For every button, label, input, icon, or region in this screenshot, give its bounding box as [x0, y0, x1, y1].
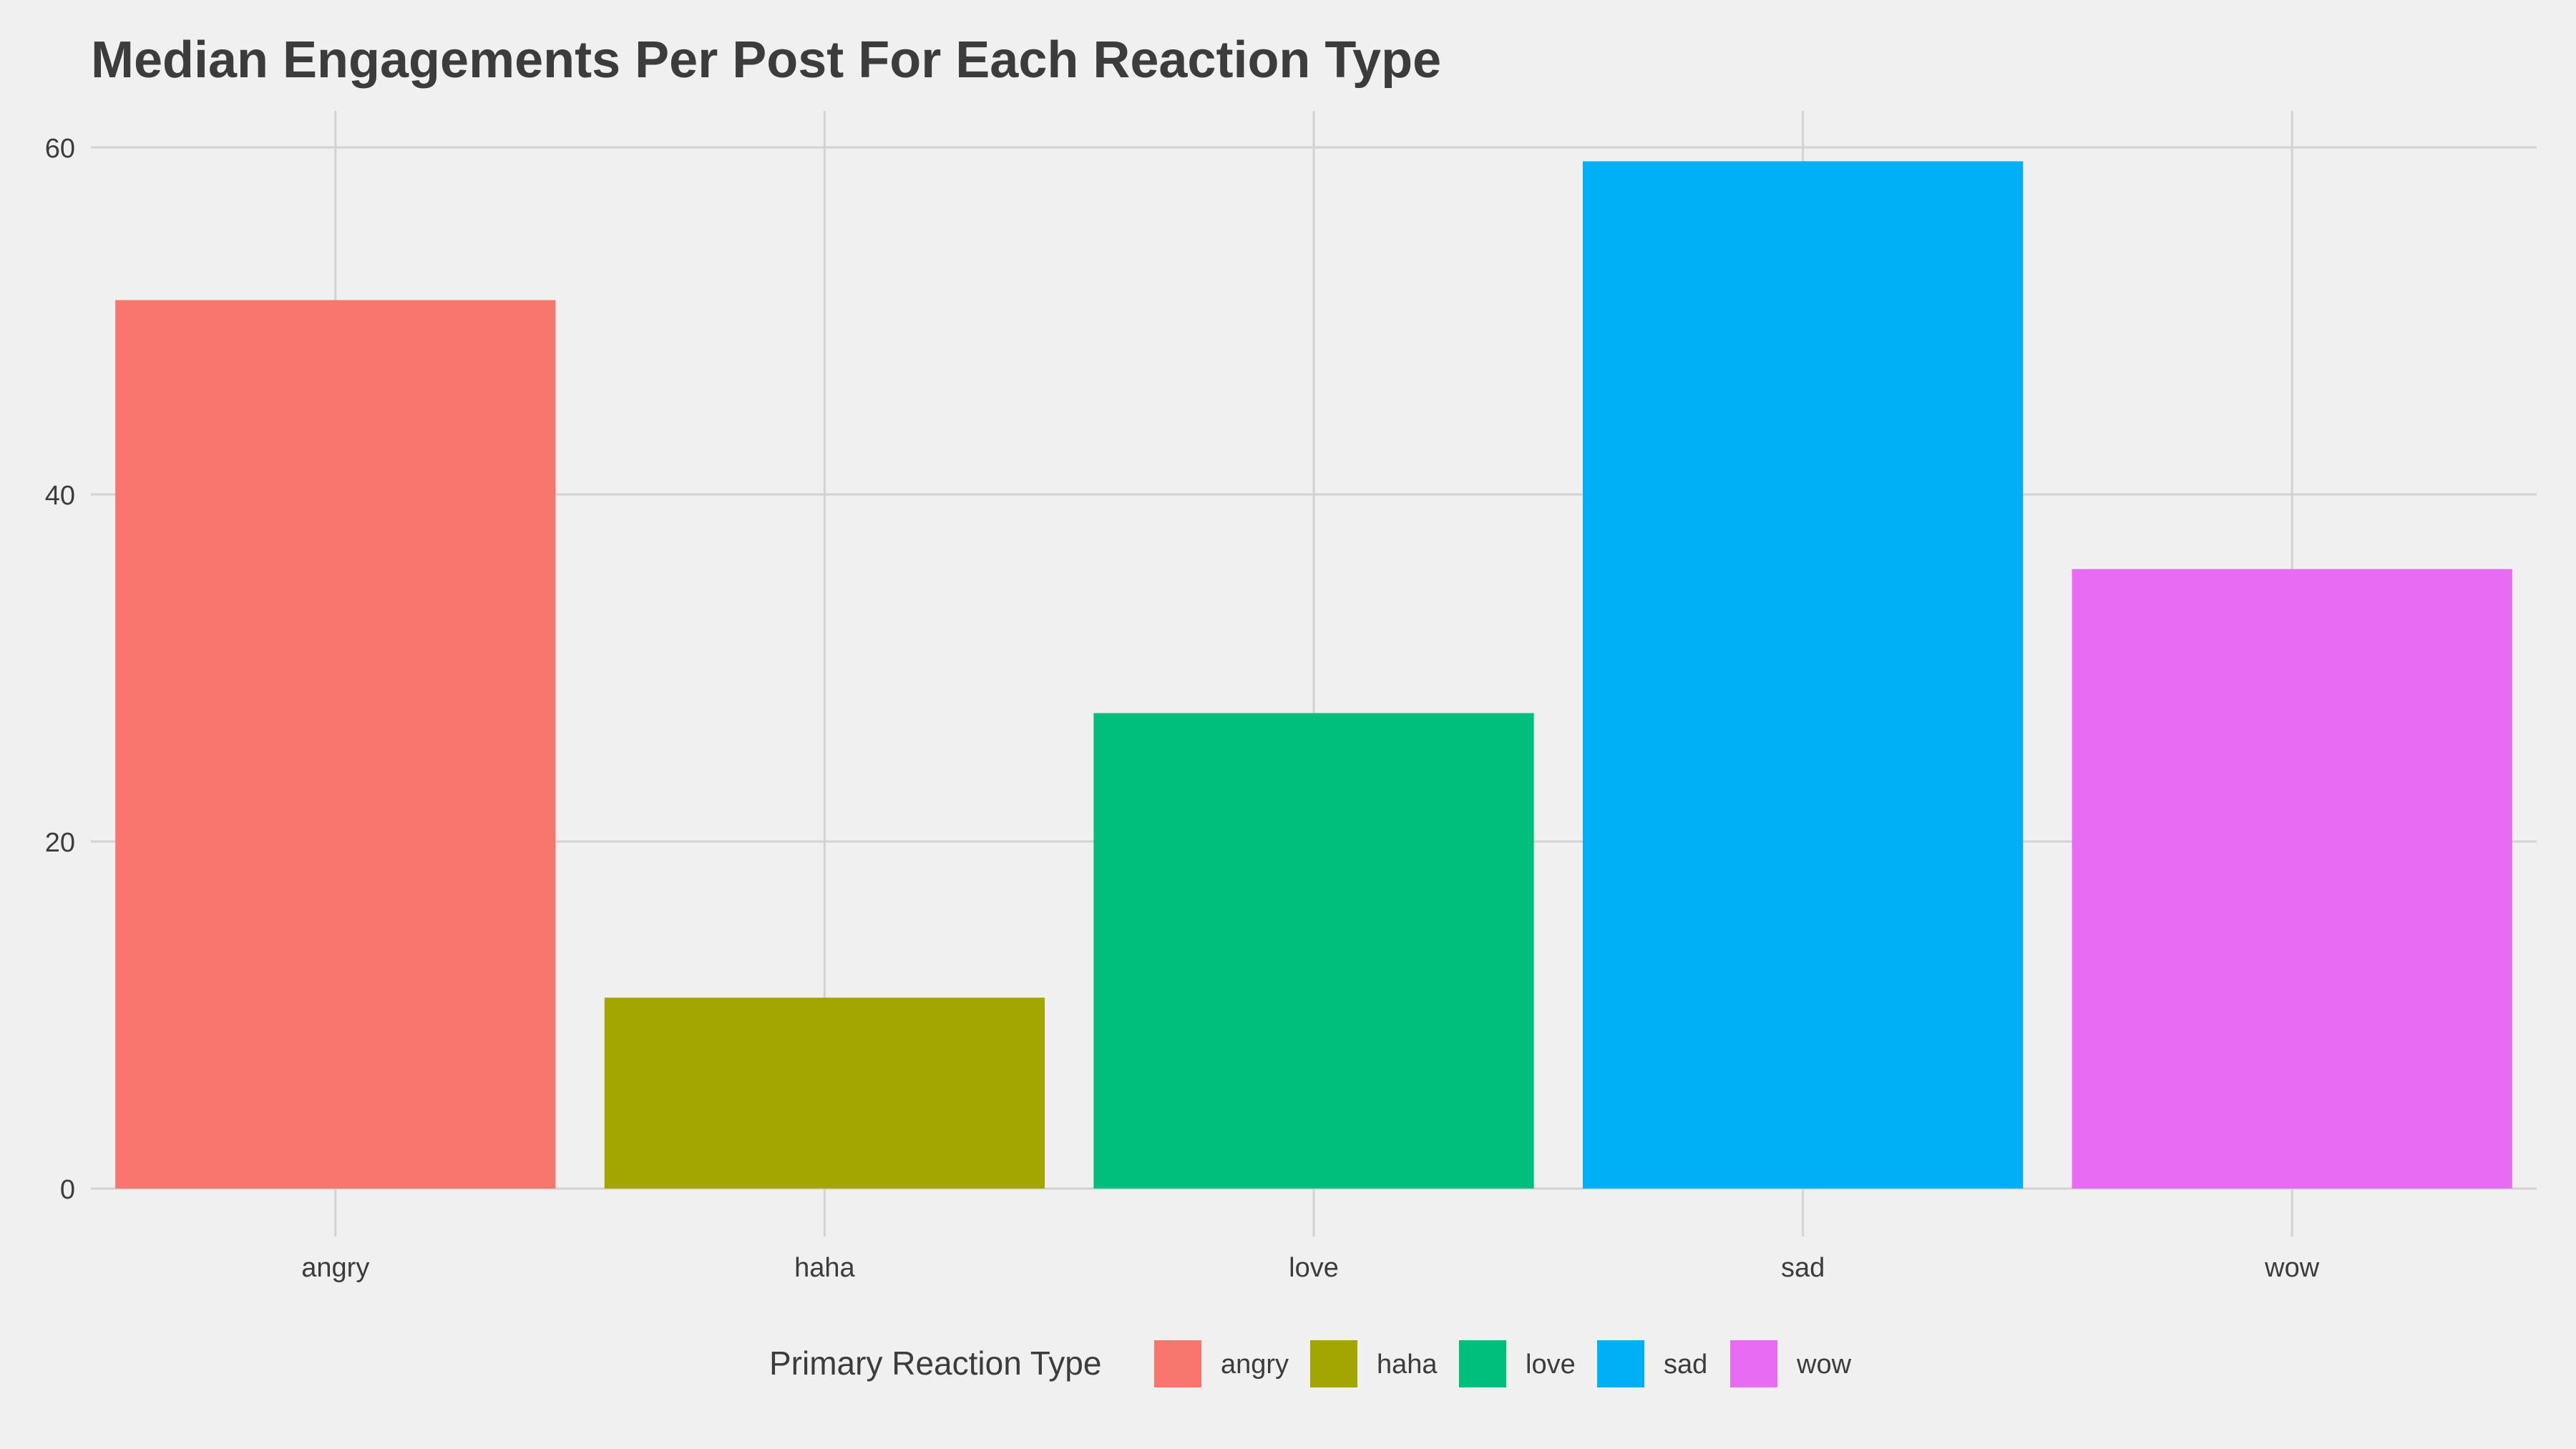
legend-key-angry	[1154, 1340, 1201, 1387]
x-tick-label: love	[1289, 1253, 1339, 1283]
legend-key-wow	[1730, 1340, 1777, 1387]
legend-title: Primary Reaction Type	[769, 1345, 1101, 1382]
legend-label-haha: haha	[1377, 1350, 1438, 1380]
legend-label-wow: wow	[1796, 1350, 1852, 1380]
x-tick-label: haha	[794, 1253, 855, 1283]
x-tick-label: sad	[1781, 1253, 1825, 1283]
x-tick-label: wow	[2264, 1253, 2320, 1283]
bars-layer	[115, 161, 2512, 1189]
legend-key-haha	[1310, 1340, 1357, 1387]
y-axis: 0 20 40 60	[45, 134, 75, 1205]
legend: Primary Reaction Type angry haha love sad wo…	[769, 1340, 1852, 1387]
chart-title: Median Engagements Per Post For Each Rea…	[91, 31, 1441, 89]
bar-angry	[115, 300, 556, 1189]
bar-haha	[604, 997, 1045, 1189]
x-tick-label: angry	[301, 1253, 369, 1283]
legend-key-sad	[1597, 1340, 1644, 1387]
legend-label-angry: angry	[1221, 1350, 1289, 1380]
y-tick-label: 20	[45, 828, 75, 858]
bar-sad	[1582, 161, 2024, 1189]
legend-label-sad: sad	[1664, 1350, 1707, 1380]
bar-love	[1093, 713, 1534, 1189]
y-tick-label: 60	[45, 134, 75, 164]
bar-wow	[2072, 569, 2512, 1189]
x-axis: angry haha love sad wow	[301, 1253, 2319, 1283]
legend-key-love	[1459, 1340, 1506, 1387]
legend-label-love: love	[1526, 1350, 1576, 1380]
y-tick-label: 40	[45, 481, 75, 511]
y-tick-label: 0	[60, 1175, 75, 1205]
